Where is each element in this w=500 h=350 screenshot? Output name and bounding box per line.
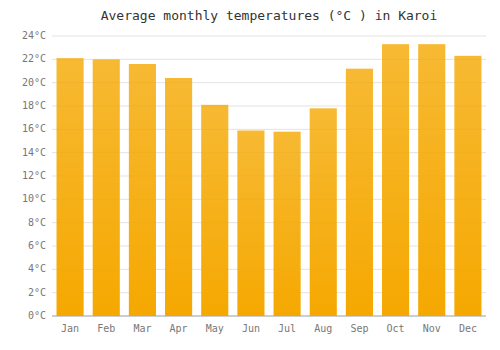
bar — [129, 64, 156, 316]
y-tick-label: 2°C — [28, 287, 46, 298]
bar — [310, 108, 337, 316]
y-tick-label: 20°C — [22, 77, 46, 88]
y-tick-label: 18°C — [22, 100, 46, 111]
y-tick-label: 10°C — [22, 193, 46, 204]
page: {"chart_data": {"type": "bar", "title": … — [0, 0, 500, 350]
x-axis-line — [52, 316, 486, 317]
y-tick-label: 24°C — [22, 30, 46, 41]
x-tick-label: May — [206, 323, 224, 334]
y-axis: 0°C 2°C 4°C 6°C 8°C 10°C 12°C 14°C 16°C 18°C 20°C 2… — [22, 30, 46, 321]
grid-line — [52, 316, 486, 317]
chart: 0°C 2°C 4°C 6°C 8°C 10°C 12°C 14°C 16°C 18°C 20°C 2… — [0, 0, 500, 350]
y-tick-label: 0°C — [28, 310, 46, 321]
x-axis: Jan Feb Mar Apr May Jun Jul Aug Sep Oct Nov Dec — [52, 316, 486, 334]
bar — [382, 44, 409, 316]
y-tick-label: 4°C — [28, 263, 46, 274]
bar — [237, 131, 264, 317]
x-tick-label: Oct — [387, 323, 405, 334]
grid — [52, 36, 486, 316]
x-tick-label: Jan — [61, 323, 79, 334]
bar — [201, 105, 228, 316]
y-tick-label: 22°C — [22, 53, 46, 64]
y-tick-label: 6°C — [28, 240, 46, 251]
bar — [454, 56, 481, 316]
y-tick-label: 8°C — [28, 217, 46, 228]
x-tick-label: Jun — [242, 323, 260, 334]
y-tick-label: 12°C — [22, 170, 46, 181]
y-tick-label: 16°C — [22, 123, 46, 134]
x-tick-label: Sep — [350, 323, 368, 334]
bars — [57, 44, 482, 316]
bar — [274, 132, 301, 316]
bar — [165, 78, 192, 316]
bar — [418, 44, 445, 316]
x-tick-label: Dec — [459, 323, 477, 334]
x-tick-label: Feb — [97, 323, 115, 334]
x-tick-label: Apr — [170, 323, 188, 334]
bar — [93, 59, 120, 316]
bar — [57, 58, 84, 316]
grid-line — [52, 36, 486, 37]
x-tick-label: Jul — [278, 323, 296, 334]
bar — [346, 69, 373, 316]
title: Average monthly temperatures (°C ) in Ka… — [101, 8, 438, 23]
y-tick-label: 14°C — [22, 147, 46, 158]
x-tick-label: Aug — [314, 323, 332, 334]
x-tick-label: Mar — [133, 323, 151, 334]
x-tick-label: Nov — [423, 323, 441, 334]
